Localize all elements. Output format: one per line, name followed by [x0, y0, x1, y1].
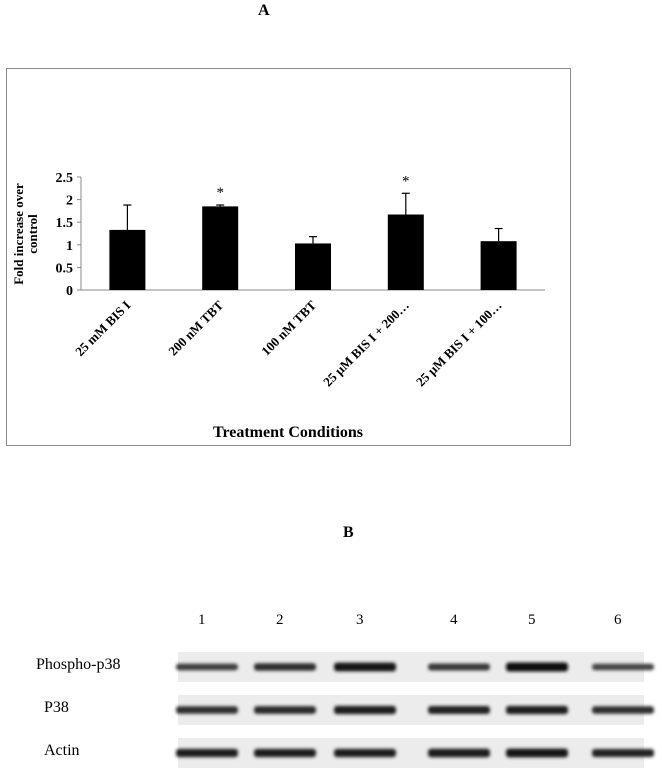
bar: [295, 243, 331, 290]
blot-band: [334, 705, 396, 715]
blot-band: [428, 748, 490, 758]
blot-band: [506, 705, 568, 715]
bar: [109, 229, 146, 290]
y-tick-label: 0.5: [56, 261, 74, 276]
blot-band: [176, 706, 238, 714]
significance-marker: *: [402, 173, 410, 189]
blot-band: [334, 748, 396, 758]
blot-row-label: Actin: [44, 742, 80, 759]
blot-band: [506, 662, 568, 672]
bar: [387, 214, 424, 290]
blot-strip: [178, 695, 644, 725]
lane-number: 4: [450, 612, 458, 628]
blot-band: [592, 749, 654, 757]
y-tick-label: 1: [66, 239, 73, 254]
blot-band: [592, 706, 654, 714]
significance-marker: *: [216, 185, 224, 201]
lane-number: 5: [528, 612, 536, 628]
bar: [480, 241, 517, 290]
blot-band: [254, 748, 316, 758]
lane-number: 6: [614, 612, 622, 628]
bar-chart-frame: 0 0.5 1 1.5 2 2.5 Fold increase overcontrol 25 …: [6, 68, 571, 446]
blot-row-label: P38: [44, 699, 69, 716]
blot-band: [254, 706, 316, 714]
blot-band: [428, 663, 490, 671]
y-tick-label: 2.5: [56, 171, 74, 186]
blot-band: [254, 663, 316, 671]
blot-band: [428, 706, 490, 714]
blot-band: [176, 663, 238, 671]
y-tick-label: 2: [66, 194, 73, 209]
y-axis-label: Fold increase overcontrol: [11, 183, 40, 285]
panel-b-label: B: [343, 524, 354, 541]
y-tick-label: 0: [66, 284, 73, 299]
blot-band: [334, 662, 396, 672]
blot-band: [176, 748, 238, 758]
blot-strip: [178, 652, 644, 682]
lane-number: 2: [276, 612, 284, 628]
lane-number: 3: [356, 612, 364, 628]
blot-band: [592, 663, 654, 671]
y-axis-label-line: Fold increase over: [11, 183, 26, 285]
y-axis-label-line: control: [25, 214, 40, 254]
x-axis-label: Treatment Conditions: [213, 424, 363, 441]
blot-band: [506, 748, 568, 758]
lane-number: 1: [198, 612, 206, 628]
panel-a-label: A: [258, 2, 270, 19]
bar: [202, 206, 239, 290]
blot-strip: [178, 738, 644, 768]
blot-row-label: Phospho-p38: [36, 656, 121, 673]
y-tick-label: 1.5: [56, 216, 74, 231]
